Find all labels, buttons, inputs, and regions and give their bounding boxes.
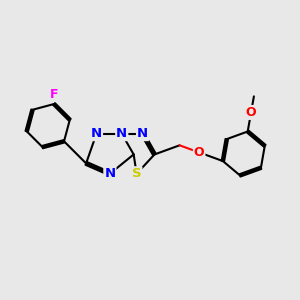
Text: O: O xyxy=(194,146,205,159)
Text: S: S xyxy=(132,167,141,180)
Text: N: N xyxy=(104,167,116,180)
Text: O: O xyxy=(246,106,256,119)
Text: N: N xyxy=(137,127,148,140)
Text: F: F xyxy=(50,88,58,101)
Text: N: N xyxy=(91,127,102,140)
Text: N: N xyxy=(116,127,127,140)
